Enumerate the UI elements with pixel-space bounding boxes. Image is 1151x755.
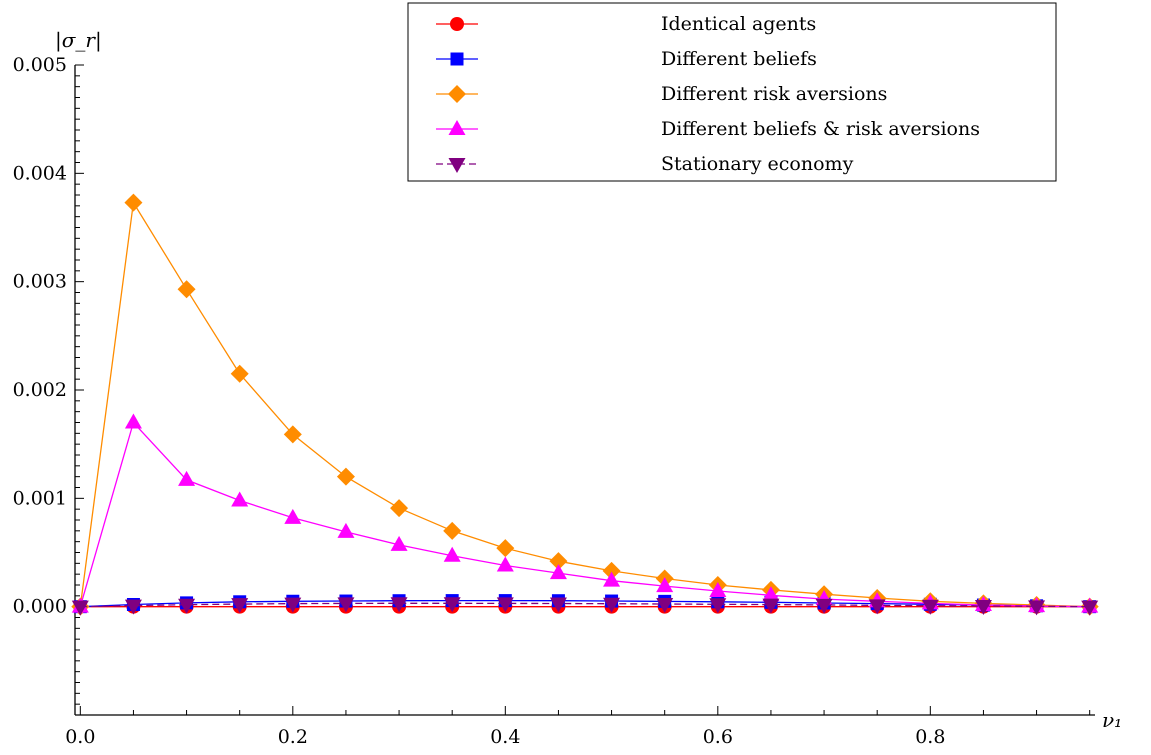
data-point bbox=[762, 598, 780, 614]
data-point bbox=[390, 499, 409, 518]
data-point bbox=[443, 546, 461, 562]
data-point bbox=[230, 364, 249, 383]
data-point bbox=[656, 597, 674, 613]
data-point bbox=[974, 600, 992, 616]
legend-marker bbox=[448, 120, 466, 135]
data-point bbox=[284, 597, 302, 613]
y-tick-label: 0.000 bbox=[13, 596, 67, 618]
data-point bbox=[762, 586, 780, 602]
legend: Identical agents Different beliefs Differe… bbox=[407, 2, 1057, 182]
legend-label: Stationary economy bbox=[661, 153, 854, 175]
data-point bbox=[496, 556, 514, 572]
legend-marker bbox=[450, 52, 464, 66]
y-axis-title: |σ_r| bbox=[55, 28, 102, 53]
data-point bbox=[337, 597, 355, 613]
data-point bbox=[390, 535, 408, 551]
data-point bbox=[709, 581, 727, 597]
data-point bbox=[549, 597, 567, 613]
y-tick-label: 0.005 bbox=[13, 54, 67, 76]
series-layer bbox=[71, 193, 1099, 616]
data-point bbox=[1081, 600, 1099, 616]
legend-item: Different risk aversions bbox=[436, 83, 887, 105]
y-tick-label: 0.002 bbox=[13, 379, 67, 401]
legend-item: Identical agents bbox=[436, 13, 816, 35]
data-point bbox=[549, 552, 568, 571]
data-point bbox=[177, 280, 196, 299]
data-point bbox=[709, 598, 727, 614]
legend-box bbox=[407, 2, 1057, 182]
data-point bbox=[496, 539, 515, 558]
x-tick-label: 0.0 bbox=[65, 726, 95, 748]
legend-item: Different beliefs & risk aversions bbox=[436, 118, 980, 140]
data-point bbox=[336, 467, 355, 486]
data-point bbox=[868, 599, 886, 615]
series-different-risk-aversions bbox=[71, 193, 1099, 616]
data-point bbox=[284, 508, 302, 524]
data-point bbox=[1028, 600, 1046, 616]
series-stationary-economy bbox=[71, 597, 1099, 616]
series-line bbox=[79, 421, 1090, 608]
legend-label: Different beliefs & risk aversions bbox=[661, 118, 980, 140]
data-point bbox=[390, 597, 408, 613]
data-point bbox=[603, 597, 621, 613]
data-point bbox=[231, 598, 249, 614]
data-point bbox=[443, 521, 462, 540]
x-tick-label: 0.2 bbox=[278, 726, 308, 748]
data-point bbox=[71, 600, 89, 616]
data-point bbox=[124, 413, 142, 429]
x-tick-label: 0.8 bbox=[915, 726, 945, 748]
y-tick-label: 0.004 bbox=[13, 162, 67, 184]
data-point bbox=[496, 597, 514, 613]
x-axis-title: ν₁ bbox=[1102, 708, 1122, 732]
legend-item: Different beliefs bbox=[436, 48, 817, 70]
data-point bbox=[921, 599, 939, 615]
data-point bbox=[815, 598, 833, 614]
legend-item: Stationary economy bbox=[436, 153, 854, 175]
data-point bbox=[337, 522, 355, 538]
series-line bbox=[80, 602, 1090, 608]
legend-marker bbox=[450, 17, 464, 31]
data-point bbox=[283, 425, 302, 444]
data-point bbox=[124, 193, 143, 212]
legend-label: Different risk aversions bbox=[661, 83, 887, 105]
data-point bbox=[178, 470, 196, 486]
y-tick-label: 0.003 bbox=[13, 271, 67, 293]
series-different-beliefs-risk-aversions bbox=[71, 413, 1099, 613]
legend-label: Identical agents bbox=[661, 13, 816, 35]
data-point bbox=[231, 491, 249, 507]
legend-marker bbox=[448, 158, 466, 173]
data-point bbox=[656, 577, 674, 593]
axes: 0.000 0.001 0.002 0.003 0.004 0.005 0.0 0.2 0.4 0… bbox=[13, 54, 1095, 748]
data-point bbox=[549, 564, 567, 580]
series-line bbox=[79, 200, 1090, 608]
legend-marker bbox=[448, 85, 466, 103]
y-tick-label: 0.001 bbox=[13, 487, 67, 509]
series-line bbox=[80, 599, 1090, 608]
x-tick-label: 0.4 bbox=[490, 726, 520, 748]
data-point bbox=[602, 561, 621, 580]
data-point bbox=[124, 599, 142, 615]
data-point bbox=[443, 597, 461, 613]
x-tick-label: 0.6 bbox=[703, 726, 733, 748]
data-point bbox=[603, 571, 621, 587]
data-point bbox=[178, 598, 196, 614]
legend-label: Different beliefs bbox=[661, 48, 817, 70]
